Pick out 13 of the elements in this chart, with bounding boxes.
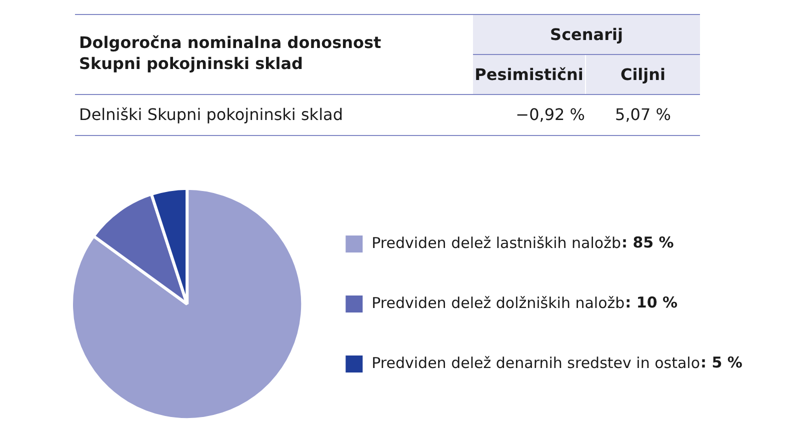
- data-label: : 5 %: [700, 353, 742, 372]
- text: Ciljni: [619, 64, 667, 85]
- text: Scenarij: [549, 24, 624, 45]
- text: Pesimistični: [474, 64, 584, 85]
- text: Dolgoročna nominalna donosnost Skupni pokojninski sklad: [79, 32, 382, 74]
- legend-label: Predviden delež lastniških naložb: [372, 234, 621, 252]
- text: Delniški Skupni pokojninski sklad: [79, 104, 343, 125]
- legend-label: Predviden delež dolžniških naložb: [372, 294, 625, 312]
- data-label: : 85 %: [621, 233, 674, 252]
- text: 5,07 %: [614, 104, 672, 125]
- legend-label: Predviden delež denarnih sredstev in ostalo: [372, 354, 700, 372]
- text: −0,92 %: [514, 104, 585, 125]
- data-label: : 10 %: [625, 293, 678, 312]
